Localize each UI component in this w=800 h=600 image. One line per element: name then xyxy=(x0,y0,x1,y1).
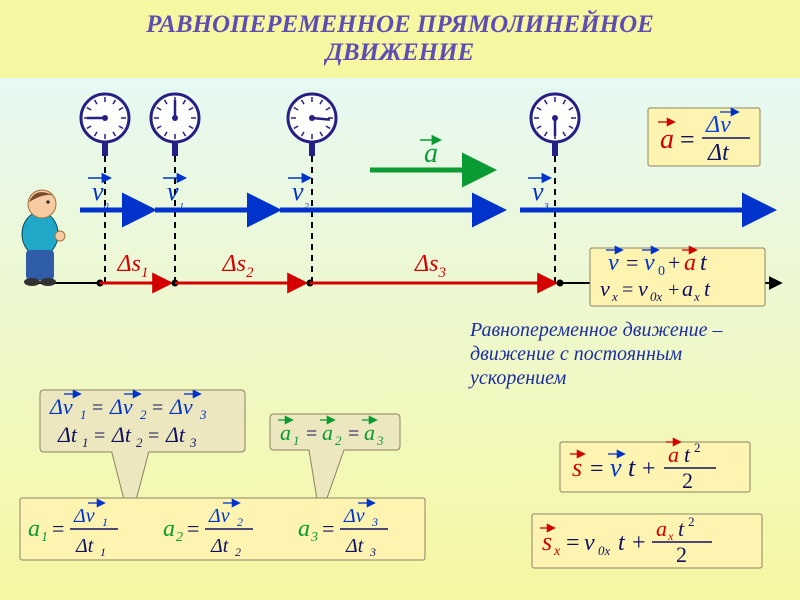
title-line1: РАВНОПЕРЕМЕННОЕ ПРЯМОЛИНЕЙНОЕ xyxy=(146,11,654,38)
svg-text:2: 2 xyxy=(140,407,147,422)
svg-text:2: 2 xyxy=(176,530,183,545)
definition-line2: движение с постоянным xyxy=(470,343,682,365)
svg-text:=: = xyxy=(152,397,163,419)
svg-text:=: = xyxy=(148,425,159,447)
definition-line3: ускорением xyxy=(468,367,567,389)
svg-text:Δt: Δt xyxy=(345,535,364,557)
svg-text:2: 2 xyxy=(335,433,342,448)
svg-text:Δt: Δt xyxy=(165,422,186,447)
svg-text:0: 0 xyxy=(658,264,665,279)
svg-text:1: 1 xyxy=(293,433,300,448)
svg-text:Δv: Δv xyxy=(343,505,365,527)
svg-text:a: a xyxy=(298,516,310,542)
acceleration-label: a xyxy=(424,138,438,169)
svg-text:2: 2 xyxy=(235,545,241,559)
svg-text:+: + xyxy=(668,279,679,301)
svg-text:1: 1 xyxy=(100,545,106,559)
svg-text:t: t xyxy=(704,276,711,301)
svg-text:Δt: Δt xyxy=(111,422,132,447)
svg-text:Δv: Δv xyxy=(169,394,193,419)
svg-text:a: a xyxy=(684,250,696,276)
svg-text:1: 1 xyxy=(102,515,108,529)
formula-accel-box: a= ΔvΔt xyxy=(648,108,760,166)
svg-text:v: v xyxy=(608,250,619,276)
svg-text:1: 1 xyxy=(80,407,87,422)
svg-text:3: 3 xyxy=(371,515,378,529)
diagram-area: v₀v₁v₂v₃aΔs1Δs2Δs3a=ΔvΔtv=v0+atvx=v0x+ax… xyxy=(0,78,800,600)
svg-text:s: s xyxy=(542,527,552,556)
svg-text:=: = xyxy=(348,423,359,445)
svg-text:Δv: Δv xyxy=(208,505,230,527)
svg-text:t: t xyxy=(684,442,691,467)
svg-text:=: = xyxy=(94,425,105,447)
svg-text:=: = xyxy=(92,397,103,419)
svg-text:s: s xyxy=(572,453,582,482)
definition-line1: Равнопеременное движение – xyxy=(469,319,723,341)
svg-text:=: = xyxy=(187,516,199,541)
formula-s-box: s=vt+at22 xyxy=(560,440,750,493)
svg-text:Δt: Δt xyxy=(210,535,229,557)
svg-text:a: a xyxy=(322,420,333,445)
title-text: РАВНОПЕРЕМЕННОЕ ПРЯМОЛИНЕЙНОЕ ДВИЖЕНИЕ xyxy=(146,11,654,67)
svg-text:x: x xyxy=(693,289,700,304)
svg-text:2: 2 xyxy=(682,468,693,493)
svg-text:Δv: Δv xyxy=(49,394,73,419)
svg-text:a: a xyxy=(656,516,667,541)
svg-text:Δt: Δt xyxy=(57,422,78,447)
svg-text:+: + xyxy=(668,250,680,275)
svg-text:a: a xyxy=(364,420,375,445)
svg-text:1: 1 xyxy=(82,435,89,450)
svg-text:3: 3 xyxy=(369,545,376,559)
svg-text:a: a xyxy=(668,442,679,467)
svg-text:Δv: Δv xyxy=(73,505,95,527)
svg-text:2: 2 xyxy=(694,440,701,455)
svg-text:t: t xyxy=(678,516,685,541)
svg-text:a: a xyxy=(163,516,175,542)
title-bar: РАВНОПЕРЕМЕННОЕ ПРЯМОЛИНЕЙНОЕ ДВИЖЕНИЕ xyxy=(0,0,800,78)
svg-text:=: = xyxy=(52,516,64,541)
formula-sx-box: sx=v0xt+axt22 xyxy=(532,514,762,568)
svg-text:3: 3 xyxy=(199,407,207,422)
svg-text:2: 2 xyxy=(237,515,243,529)
svg-text:x: x xyxy=(553,544,561,559)
svg-text:x: x xyxy=(667,529,674,543)
svg-text:0x: 0x xyxy=(598,543,611,558)
svg-text:a: a xyxy=(682,276,693,301)
svg-text:x: x xyxy=(611,289,618,304)
svg-text:2: 2 xyxy=(688,514,695,529)
svg-text:3: 3 xyxy=(310,530,318,545)
svg-text:v: v xyxy=(638,276,648,301)
svg-text:=: = xyxy=(622,279,633,301)
svg-text:Δt: Δt xyxy=(75,535,94,557)
svg-text:t: t xyxy=(628,453,636,482)
box-a-fractions: a1=Δv1Δt1a2=Δv2Δt2a3=Δv3Δt3 xyxy=(20,498,425,560)
svg-text:=: = xyxy=(590,456,604,482)
svg-text:v: v xyxy=(600,276,610,301)
svg-text:=: = xyxy=(566,530,580,556)
svg-text:0x: 0x xyxy=(650,289,663,304)
svg-text:v: v xyxy=(584,530,595,556)
svg-text:2: 2 xyxy=(676,542,687,567)
title-line2: ДВИЖЕНИЕ xyxy=(326,39,474,66)
formula-velocity-box: v=v0+atvx=v0x+axt xyxy=(590,248,765,306)
svg-text:a: a xyxy=(660,124,674,155)
svg-text:3: 3 xyxy=(376,433,384,448)
svg-text:=: = xyxy=(322,516,334,541)
svg-text:v: v xyxy=(610,453,622,482)
svg-text:a: a xyxy=(28,516,40,542)
svg-text:+: + xyxy=(632,530,646,556)
svg-text:2: 2 xyxy=(136,435,143,450)
svg-text:v: v xyxy=(644,250,655,276)
svg-text:+: + xyxy=(642,456,656,482)
svg-text:=: = xyxy=(680,125,695,154)
svg-text:Δv: Δv xyxy=(705,112,731,138)
svg-text:=: = xyxy=(306,423,317,445)
svg-text:3: 3 xyxy=(189,435,197,450)
svg-text:=: = xyxy=(626,250,638,275)
svg-text:Δv: Δv xyxy=(109,394,133,419)
svg-text:1: 1 xyxy=(41,530,48,545)
svg-text:Δt: Δt xyxy=(707,140,730,166)
svg-text:a: a xyxy=(280,420,291,445)
